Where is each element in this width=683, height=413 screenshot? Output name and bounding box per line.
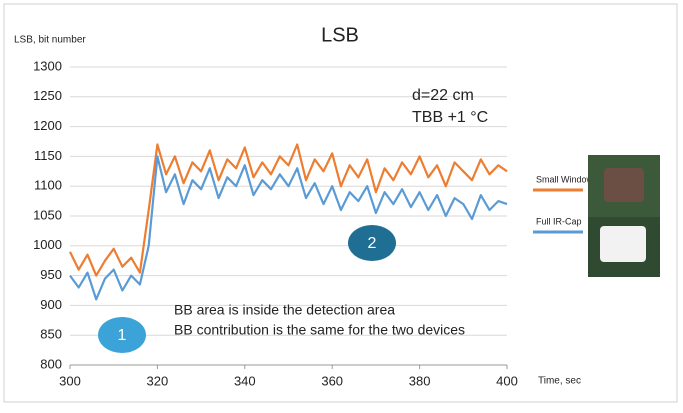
photo-chip	[600, 226, 646, 262]
annotation: BB contribution is the same for the two …	[174, 322, 465, 338]
y-tick-label: 800	[40, 356, 62, 371]
y-axis-label: LSB, bit number	[14, 35, 86, 46]
y-tick-label: 1200	[33, 118, 62, 133]
x-axis-label: Time, sec	[538, 376, 581, 387]
y-tick-label: 1250	[33, 88, 62, 103]
annotation: d=22 cm	[412, 87, 474, 104]
series-line	[69, 155, 508, 301]
annotation: 2	[368, 235, 377, 252]
series-line	[69, 143, 508, 277]
x-tick-label: 320	[147, 373, 169, 388]
marker-circle	[348, 225, 396, 261]
legend-label: Full IR-Cap	[536, 216, 582, 226]
photo-chip	[604, 168, 644, 202]
x-tick-label: 360	[321, 373, 343, 388]
x-tick-label: 340	[234, 373, 256, 388]
y-tick-label: 850	[40, 327, 62, 342]
annotation: 1	[118, 327, 127, 344]
y-tick-label: 900	[40, 297, 62, 312]
annotation: TBB +1 °C	[412, 109, 488, 126]
plot	[69, 143, 508, 301]
y-tick-label: 1000	[33, 237, 62, 252]
legend: Small Window Full IR-Cap	[533, 174, 594, 234]
x-tick-label: 380	[409, 373, 431, 388]
y-tick-label: 1150	[34, 148, 62, 163]
legend-label: Small Window	[536, 174, 594, 184]
y-tick-label: 950	[40, 267, 62, 282]
x-tick-label: 400	[496, 373, 518, 388]
y-tick-label: 1300	[33, 58, 62, 73]
y-tick-label: 1050	[33, 207, 62, 222]
x-tick-label: 300	[59, 373, 81, 388]
y-tick-label: 1100	[34, 178, 62, 193]
chart-title: LSB	[321, 24, 359, 46]
annotation: BB area is inside the detection area	[174, 302, 395, 318]
marker-circle	[98, 317, 146, 353]
